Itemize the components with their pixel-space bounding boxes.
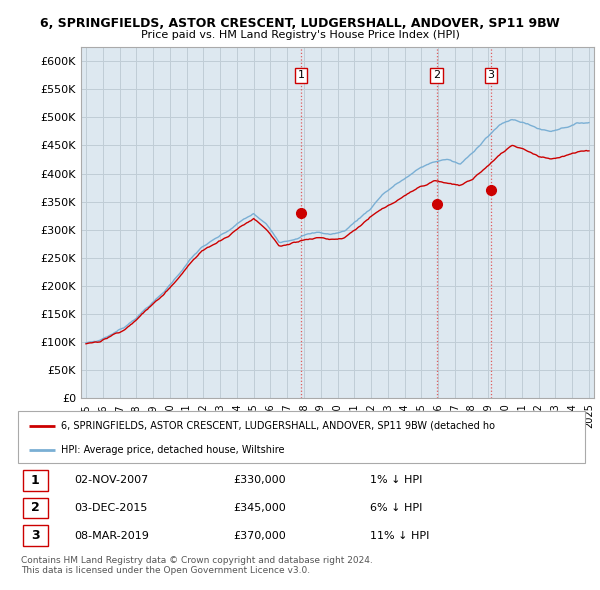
Text: Price paid vs. HM Land Registry's House Price Index (HPI): Price paid vs. HM Land Registry's House …: [140, 30, 460, 40]
Text: HPI: Average price, detached house, Wiltshire: HPI: Average price, detached house, Wilt…: [61, 445, 284, 455]
Text: £345,000: £345,000: [233, 503, 286, 513]
Text: 1: 1: [298, 70, 305, 80]
Text: Contains HM Land Registry data © Crown copyright and database right 2024.
This d: Contains HM Land Registry data © Crown c…: [21, 556, 373, 575]
Text: 3: 3: [31, 529, 40, 542]
Bar: [23, 497, 48, 519]
Text: £370,000: £370,000: [233, 531, 286, 541]
Text: 02-NOV-2007: 02-NOV-2007: [75, 475, 149, 485]
Text: 6, SPRINGFIELDS, ASTOR CRESCENT, LUDGERSHALL, ANDOVER, SP11 9BW (detached ho: 6, SPRINGFIELDS, ASTOR CRESCENT, LUDGERS…: [61, 421, 494, 431]
Text: 11% ↓ HPI: 11% ↓ HPI: [370, 531, 429, 541]
Text: 6% ↓ HPI: 6% ↓ HPI: [370, 503, 422, 513]
Text: 03-DEC-2015: 03-DEC-2015: [75, 503, 148, 513]
Text: £330,000: £330,000: [233, 475, 286, 485]
Text: 1% ↓ HPI: 1% ↓ HPI: [370, 475, 422, 485]
Text: 08-MAR-2019: 08-MAR-2019: [75, 531, 149, 541]
Text: 1: 1: [31, 474, 40, 487]
Text: 3: 3: [488, 70, 494, 80]
Text: 2: 2: [433, 70, 440, 80]
Bar: [23, 470, 48, 490]
Bar: [23, 526, 48, 546]
Text: 2: 2: [31, 502, 40, 514]
Text: 6, SPRINGFIELDS, ASTOR CRESCENT, LUDGERSHALL, ANDOVER, SP11 9BW: 6, SPRINGFIELDS, ASTOR CRESCENT, LUDGERS…: [40, 17, 560, 30]
